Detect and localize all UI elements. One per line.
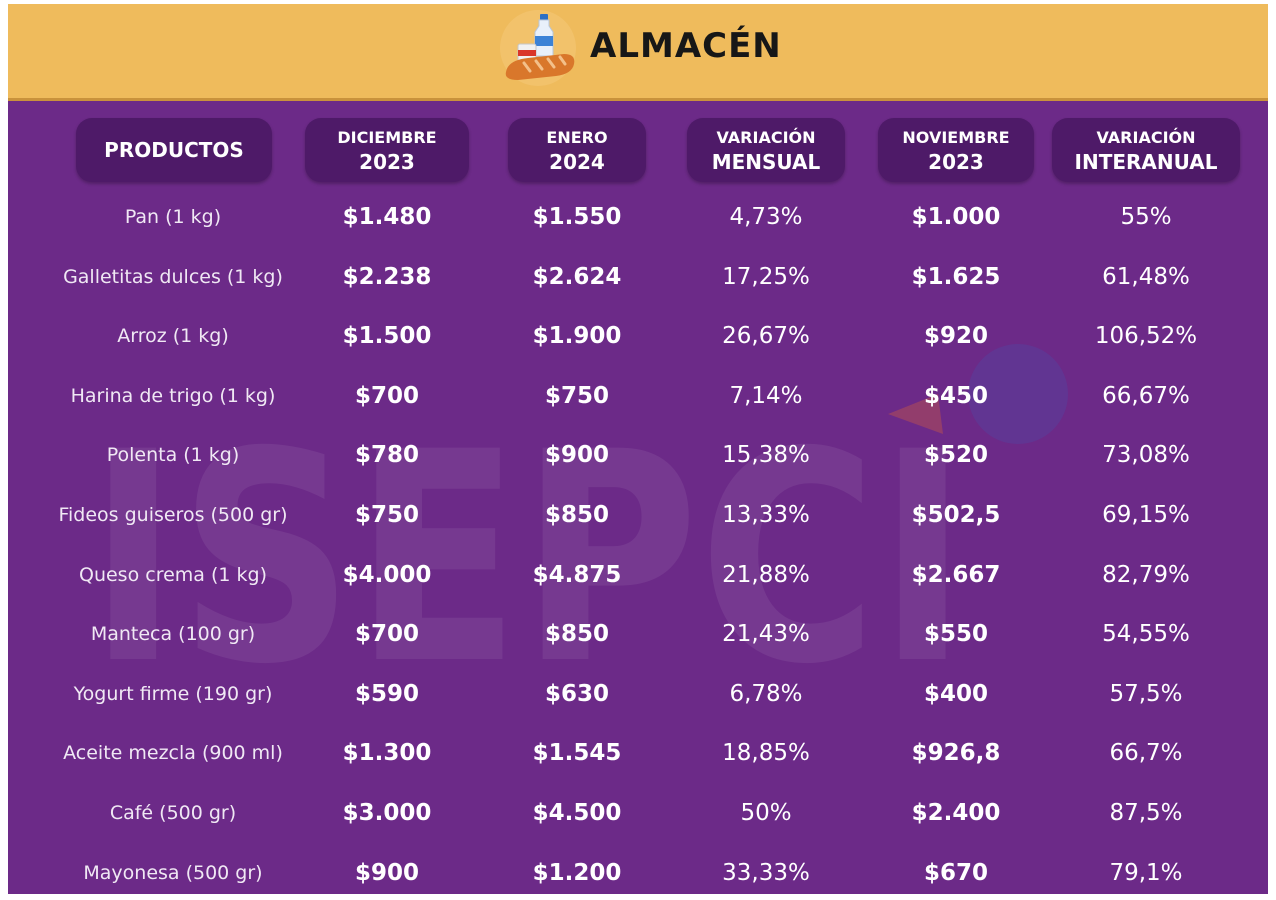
cell-enero-2024: $630 <box>544 681 609 707</box>
cell-diciembre-2023: $750 <box>354 502 419 528</box>
cell-producto: Aceite mezcla (900 ml) <box>63 742 283 764</box>
cell-variacion-mensual: 26,67% <box>722 323 810 349</box>
table-row: Harina de trigo (1 kg) $700 $750 7,14% $450 6… <box>8 376 1268 416</box>
cell-variacion-mensual: 4,73% <box>729 204 803 230</box>
cell-variacion-interanual: 87,5% <box>1109 800 1183 826</box>
cell-diciembre-2023: $780 <box>354 442 419 468</box>
cell-noviembre-2023: $2.667 <box>911 562 1001 588</box>
cell-producto: Arroz (1 kg) <box>117 325 229 347</box>
cell-noviembre-2023: $2.400 <box>911 800 1001 826</box>
cell-variacion-mensual: 17,25% <box>722 264 810 290</box>
cell-producto: Harina de trigo (1 kg) <box>70 385 276 407</box>
cell-variacion-interanual: 73,08% <box>1102 442 1190 468</box>
cell-producto: Queso crema (1 kg) <box>79 564 267 586</box>
cell-variacion-interanual: 82,79% <box>1102 562 1190 588</box>
cell-noviembre-2023: $670 <box>923 860 988 886</box>
cell-variacion-interanual: 61,48% <box>1102 264 1190 290</box>
table-row: Polenta (1 kg) $780 $900 15,38% $520 73,08% <box>8 435 1268 475</box>
cell-noviembre-2023: $520 <box>923 442 988 468</box>
cell-enero-2024: $850 <box>544 621 609 647</box>
table-row: Pan (1 kg) $1.480 $1.550 4,73% $1.000 55% <box>8 197 1268 237</box>
header-noviembre-2023: NOVIEMBRE 2023 <box>878 118 1034 182</box>
cell-enero-2024: $1.900 <box>532 323 622 349</box>
cell-variacion-interanual: 106,52% <box>1094 323 1198 349</box>
cell-diciembre-2023: $3.000 <box>342 800 432 826</box>
cell-variacion-mensual: 15,38% <box>722 442 810 468</box>
table-row: Manteca (100 gr) $700 $850 21,43% $550 54,55% <box>8 614 1268 654</box>
cell-producto: Yogurt firme (190 gr) <box>73 683 273 705</box>
cell-noviembre-2023: $450 <box>923 383 988 409</box>
header-diciembre-2023: DICIEMBRE 2023 <box>305 118 469 182</box>
cell-enero-2024: $2.624 <box>532 264 622 290</box>
cell-diciembre-2023: $700 <box>354 621 419 647</box>
header-productos: PRODUCTOS <box>76 118 272 182</box>
cell-noviembre-2023: $1.000 <box>911 204 1001 230</box>
cell-producto: Café (500 gr) <box>109 802 237 824</box>
cell-enero-2024: $900 <box>544 442 609 468</box>
cell-variacion-interanual: 66,67% <box>1102 383 1190 409</box>
cell-variacion-interanual: 69,15% <box>1102 502 1190 528</box>
cell-diciembre-2023: $4.000 <box>342 562 432 588</box>
price-table-card: ALMACÉN ISEPCI PRODUCTOS DICIEMBRE 2023 … <box>8 4 1268 894</box>
cell-variacion-mensual: 21,43% <box>722 621 810 647</box>
table-row: Aceite mezcla (900 ml) $1.300 $1.545 18,85%… <box>8 733 1268 773</box>
cell-enero-2024: $4.500 <box>532 800 622 826</box>
cell-producto: Pan (1 kg) <box>124 206 222 228</box>
cell-diciembre-2023: $1.480 <box>342 204 432 230</box>
table-row: Queso crema (1 kg) $4.000 $4.875 21,88% $2.6… <box>8 555 1268 595</box>
cell-noviembre-2023: $1.625 <box>911 264 1001 290</box>
cell-variacion-mensual: 21,88% <box>722 562 810 588</box>
cell-diciembre-2023: $900 <box>354 860 419 886</box>
cell-variacion-mensual: 7,14% <box>729 383 803 409</box>
cell-noviembre-2023: $550 <box>923 621 988 647</box>
cell-enero-2024: $1.550 <box>532 204 622 230</box>
cell-variacion-interanual: 79,1% <box>1109 860 1183 886</box>
cell-noviembre-2023: $920 <box>923 323 988 349</box>
cell-diciembre-2023: $2.238 <box>342 264 432 290</box>
cell-diciembre-2023: $590 <box>354 681 419 707</box>
cell-producto: Manteca (100 gr) <box>90 623 256 645</box>
cell-variacion-mensual: 50% <box>740 800 792 826</box>
page-title: ALMACÉN <box>590 26 782 66</box>
cell-enero-2024: $850 <box>544 502 609 528</box>
banner: ALMACÉN <box>8 4 1268 101</box>
cell-variacion-interanual: 66,7% <box>1109 740 1183 766</box>
cell-variacion-mensual: 6,78% <box>729 681 803 707</box>
header-variacion-mensual: VARIACIÓN MENSUAL <box>687 118 845 182</box>
cell-producto: Polenta (1 kg) <box>106 444 240 466</box>
table-row: Fideos guiseros (500 gr) $750 $850 13,33% $5… <box>8 495 1268 535</box>
cell-variacion-mensual: 13,33% <box>722 502 810 528</box>
cell-enero-2024: $4.875 <box>532 562 622 588</box>
table-row: Yogurt firme (190 gr) $590 $630 6,78% $400 57… <box>8 674 1268 714</box>
bread-milk-icon <box>500 10 576 86</box>
cell-enero-2024: $750 <box>544 383 609 409</box>
cell-enero-2024: $1.545 <box>532 740 622 766</box>
cell-diciembre-2023: $1.300 <box>342 740 432 766</box>
header-variacion-interanual: VARIACIÓN INTERANUAL <box>1052 118 1240 182</box>
cell-diciembre-2023: $700 <box>354 383 419 409</box>
table-row: Arroz (1 kg) $1.500 $1.900 26,67% $920 106,52… <box>8 316 1268 356</box>
table-row: Café (500 gr) $3.000 $4.500 50% $2.400 87,5% <box>8 793 1268 833</box>
cell-variacion-mensual: 18,85% <box>722 740 810 766</box>
cell-diciembre-2023: $1.500 <box>342 323 432 349</box>
cell-producto: Fideos guiseros (500 gr) <box>58 504 288 526</box>
cell-producto: Mayonesa (500 gr) <box>83 862 263 884</box>
cell-noviembre-2023: $400 <box>923 681 988 707</box>
cell-noviembre-2023: $926,8 <box>911 740 1001 766</box>
cell-variacion-interanual: 57,5% <box>1109 681 1183 707</box>
cell-variacion-mensual: 33,33% <box>722 860 810 886</box>
cell-noviembre-2023: $502,5 <box>911 502 1001 528</box>
table-row: Galletitas dulces (1 kg) $2.238 $2.624 17,2… <box>8 257 1268 297</box>
header-enero-2024: ENERO 2024 <box>508 118 646 182</box>
table-row: Mayonesa (500 gr) $900 $1.200 33,33% $670 79,… <box>8 853 1268 893</box>
cell-variacion-interanual: 55% <box>1120 204 1172 230</box>
cell-producto: Galletitas dulces (1 kg) <box>63 266 283 288</box>
cell-variacion-interanual: 54,55% <box>1102 621 1190 647</box>
cell-enero-2024: $1.200 <box>532 860 622 886</box>
